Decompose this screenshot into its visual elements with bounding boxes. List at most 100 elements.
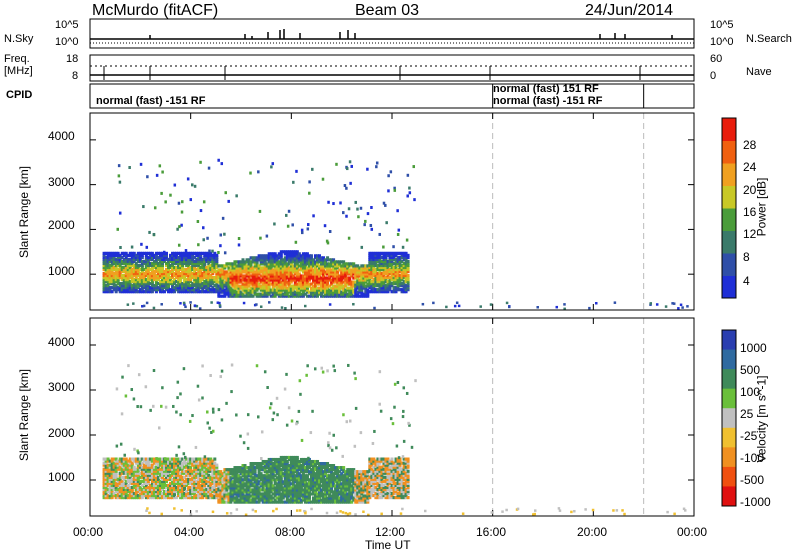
power-pixel	[142, 261, 146, 266]
velocity-pixel	[295, 464, 299, 468]
velocity-pixel	[120, 467, 124, 471]
power-pixel	[281, 266, 285, 270]
power-pixel	[370, 251, 374, 255]
velocity-pixel	[259, 472, 263, 476]
power-pixel	[201, 265, 205, 270]
velocity-pixel	[140, 469, 144, 473]
power-pixel	[132, 282, 136, 286]
power-pixel	[392, 265, 396, 270]
power-near-range-pixel	[183, 303, 186, 306]
power-pixel	[118, 288, 122, 292]
power-pixel	[283, 284, 287, 288]
power-pixel	[348, 288, 352, 292]
power-scatter-pixel	[153, 206, 157, 210]
velocity-pixel	[162, 479, 166, 483]
power-pixel	[140, 284, 144, 288]
power-pixel	[283, 288, 287, 292]
velocity-pixel	[251, 482, 255, 486]
velocity-pixel	[237, 500, 241, 504]
velocity-pixel	[114, 465, 118, 469]
power-pixel	[132, 286, 136, 290]
power-pixel	[318, 264, 322, 268]
power-pixel	[134, 267, 138, 272]
power-pixel	[150, 286, 154, 290]
power-pixel	[285, 264, 289, 268]
power-pixel	[356, 266, 360, 270]
power-pixel	[338, 294, 342, 298]
power-pixel	[305, 272, 309, 276]
power-pixel	[195, 271, 199, 276]
power-pixel	[358, 286, 362, 290]
velocity-pixel	[285, 488, 289, 492]
velocity-pixel	[275, 492, 279, 496]
power-pixel	[400, 277, 404, 282]
power-pixel	[126, 271, 130, 276]
power-pixel	[289, 274, 293, 278]
velocity-pixel	[118, 489, 122, 494]
velocity-pixel	[104, 469, 108, 473]
velocity-pixel	[322, 498, 326, 502]
velocity-pixel	[297, 496, 301, 500]
power-pixel	[402, 290, 406, 294]
velocity-pixel	[146, 487, 150, 492]
velocity-pixel	[148, 477, 152, 481]
power-pixel	[152, 277, 156, 282]
power-scatter-pixel	[375, 165, 378, 169]
velocity-pixel	[259, 478, 263, 482]
power-pixel	[227, 280, 231, 284]
power-pixel	[350, 292, 354, 296]
power-pixel	[225, 262, 229, 266]
power-pixel	[106, 253, 110, 258]
power-pixel	[338, 264, 342, 268]
velocity-pixel	[225, 474, 229, 478]
velocity-pixel	[249, 484, 253, 488]
power-pixel	[326, 290, 330, 294]
velocity-pixel	[322, 472, 326, 476]
power-pixel	[205, 275, 209, 280]
power-pixel	[354, 294, 358, 298]
velocity-pixel	[191, 487, 195, 492]
velocity-pixel	[245, 494, 249, 498]
power-pixel	[229, 292, 233, 296]
power-pixel	[283, 256, 287, 260]
velocity-pixel	[154, 489, 158, 494]
power-pixel	[356, 284, 360, 288]
power-pixel	[158, 257, 162, 262]
velocity-pixel	[134, 457, 138, 461]
velocity-pixel	[193, 481, 197, 485]
velocity-pixel	[320, 470, 324, 474]
power-pixel	[130, 288, 134, 292]
power-pixel	[213, 269, 217, 274]
velocity-pixel	[233, 500, 237, 504]
power-pixel	[283, 278, 287, 282]
power-pixel	[338, 262, 342, 266]
velocity-pixel	[251, 462, 255, 466]
power-pixel	[191, 286, 195, 290]
velocity-pixel	[311, 484, 315, 488]
velocity-pixel	[279, 476, 283, 480]
velocity-pixel	[287, 464, 291, 468]
power-pixel	[368, 255, 372, 260]
velocity-pixel	[249, 494, 253, 498]
power-pixel	[406, 261, 410, 266]
power-pixel	[287, 268, 291, 272]
power-pixel	[394, 261, 398, 266]
power-colorbar-segment	[722, 185, 736, 209]
power-pixel	[150, 271, 154, 276]
power-scatter-pixel	[177, 201, 181, 205]
velocity-pixel	[255, 496, 259, 500]
velocity-pixel	[199, 463, 203, 467]
power-pixel	[148, 286, 152, 290]
power-pixel	[136, 257, 140, 262]
velocity-pixel	[295, 468, 299, 472]
power-pixel	[209, 280, 213, 284]
power-pixel	[275, 290, 279, 294]
power-pixel	[126, 269, 130, 274]
velocity-pixel	[197, 495, 201, 500]
power-pixel	[148, 261, 152, 266]
power-pixel	[277, 256, 281, 260]
power-pixel	[301, 264, 305, 268]
power-pixel	[239, 280, 243, 284]
power-colorbar-segment	[722, 140, 736, 164]
velocity-pixel	[112, 477, 116, 481]
